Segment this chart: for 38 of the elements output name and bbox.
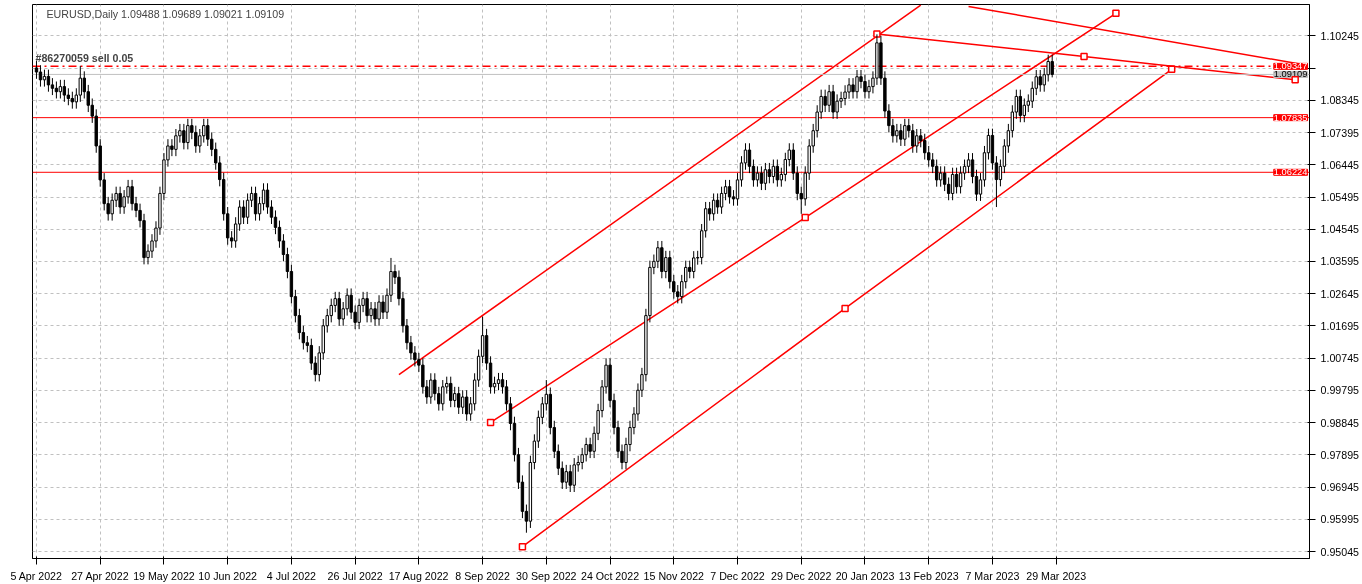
y-tick-label: 1.02645 — [1320, 287, 1360, 300]
ref-line-label: 1.06224 — [1273, 167, 1308, 178]
x-tick-label: 8 Sep 2022 — [455, 569, 510, 582]
x-tick-label: 7 Mar 2023 — [965, 569, 1020, 582]
x-tick-label: 7 Dec 2022 — [710, 569, 765, 582]
x-tick-label: 27 Apr 2022 — [71, 569, 129, 582]
x-tick-label: 29 Mar 2023 — [1026, 569, 1087, 582]
y-tick-label: 1.03595 — [1320, 255, 1360, 268]
y-tick-label: 1.06445 — [1320, 158, 1360, 171]
x-tick-label: 30 Sep 2022 — [516, 569, 577, 582]
x-tick-label: 20 Jan 2023 — [835, 569, 895, 582]
x-tick-label: 29 Dec 2022 — [771, 569, 832, 582]
x-tick-label: 19 May 2022 — [133, 569, 195, 582]
y-tick-label: 0.95995 — [1320, 513, 1360, 526]
ref-line-label: 1.07835 — [1273, 112, 1308, 123]
ref-line-label: 1.09347 — [1273, 61, 1308, 72]
y-tick-label: 1.08345 — [1320, 94, 1360, 107]
y-tick-label: 0.96945 — [1320, 481, 1360, 494]
y-tick-label: 0.98845 — [1320, 416, 1360, 429]
chart-title: EURUSD,Daily 1.09488 1.09689 1.09021 1.09109 — [46, 7, 285, 20]
y-tick-label: 1.01695 — [1320, 319, 1360, 332]
y-tick-label: 1.00745 — [1320, 352, 1360, 365]
y-tick-label: 1.05495 — [1320, 191, 1360, 204]
x-tick-label: 24 Oct 2022 — [581, 569, 640, 582]
x-tick-label: 5 Apr 2022 — [10, 569, 63, 582]
y-tick-label: 0.99795 — [1320, 384, 1360, 397]
y-tick-label: 0.95045 — [1320, 545, 1360, 558]
x-tick-label: 26 Jul 2022 — [327, 569, 383, 582]
y-tick-label: 1.04545 — [1320, 223, 1360, 236]
annotation: #86270059 sell 0.05 — [35, 52, 134, 65]
y-tick-label: 0.97895 — [1320, 448, 1360, 461]
x-tick-label: 10 Jun 2022 — [198, 569, 258, 582]
x-tick-label: 4 Jul 2022 — [266, 569, 317, 582]
y-tick-label: 1.10245 — [1320, 29, 1360, 42]
x-tick-label: 15 Nov 2022 — [643, 569, 705, 582]
x-tick-label: 13 Feb 2023 — [898, 569, 959, 582]
y-tick-label: 1.07395 — [1320, 126, 1360, 139]
x-tick-label: 17 Aug 2022 — [388, 569, 449, 582]
